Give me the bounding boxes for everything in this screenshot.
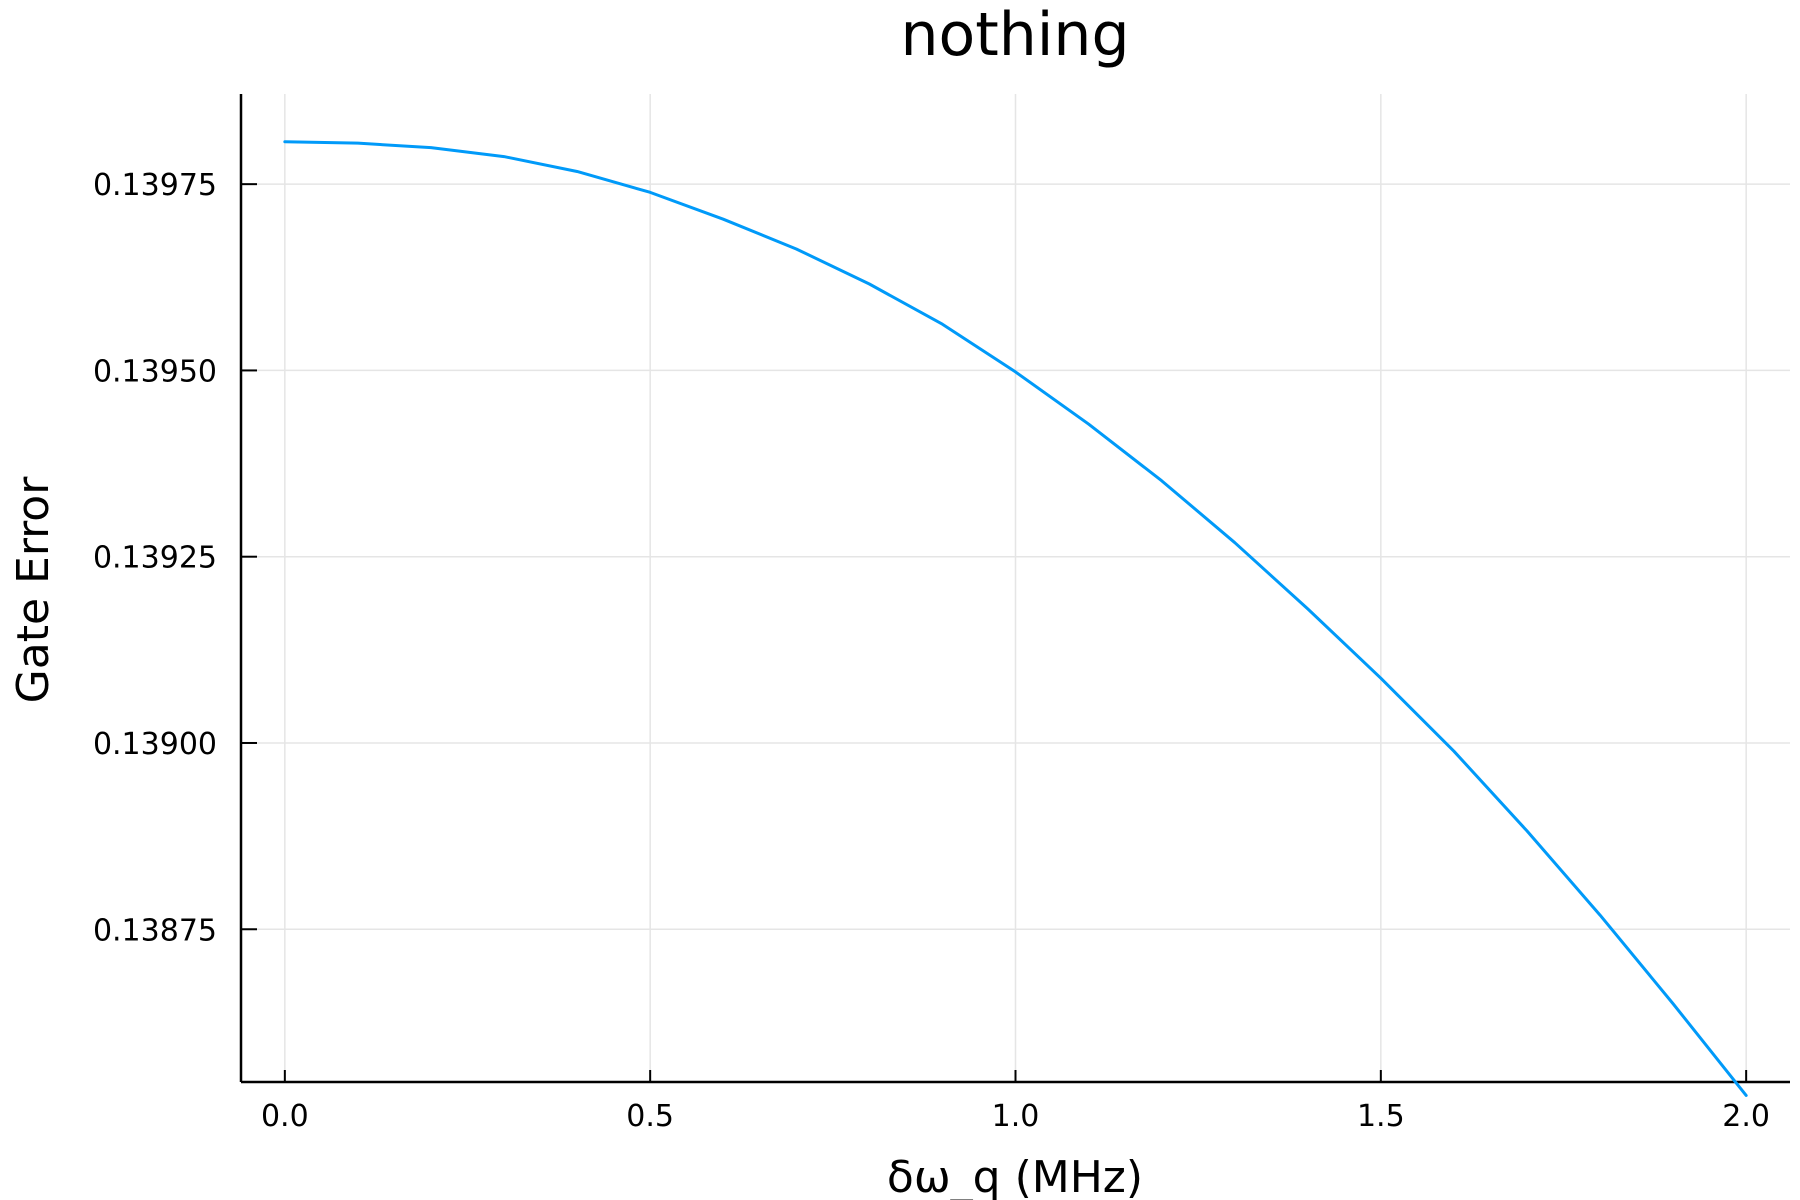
- x-tick-label: 0.5: [626, 1099, 674, 1134]
- axes: [239, 94, 1790, 1084]
- x-tick-label: 0.0: [261, 1099, 309, 1134]
- x-tick-label: 1.0: [992, 1099, 1040, 1134]
- x-tick-label: 2.0: [1722, 1099, 1770, 1134]
- series-layer: [283, 140, 1748, 1097]
- y-tick-label: 0.13875: [93, 913, 217, 948]
- y-tick-label: 0.13975: [93, 168, 217, 203]
- x-tick-label: 1.5: [1357, 1099, 1405, 1134]
- x-axis-label: δω_q (MHz): [887, 1152, 1143, 1200]
- y-tick-label: 0.13900: [93, 727, 217, 762]
- tick-labels: 0.0 0.5 1.0 1.5 2.0 0.13875 0.13900 0.13925 0.13…: [93, 168, 1770, 1134]
- chart-title: nothing: [900, 0, 1129, 70]
- series-line: [283, 140, 1748, 1097]
- y-tick-label: 0.13950: [93, 354, 217, 389]
- y-tick-label: 0.13925: [93, 541, 217, 576]
- y-axis-label: Gate Error: [8, 476, 59, 704]
